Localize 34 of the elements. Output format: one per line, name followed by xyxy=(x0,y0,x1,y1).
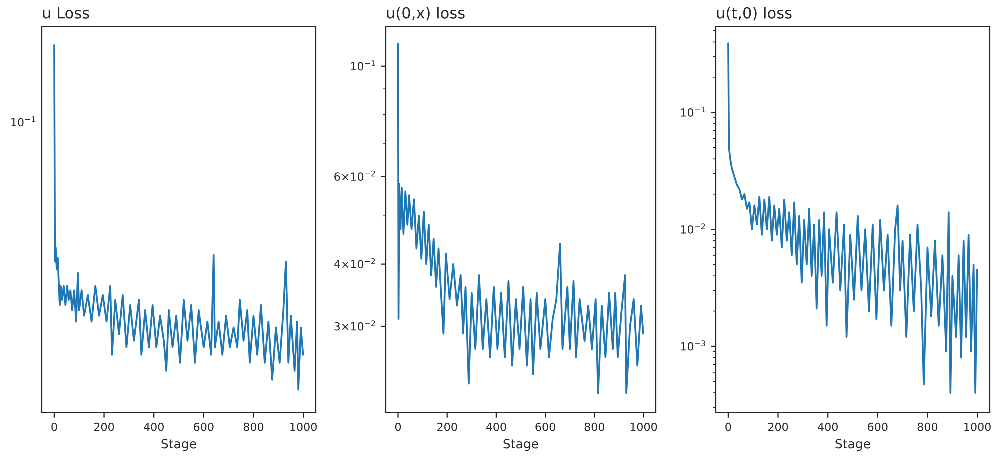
x-axis-title: Stage xyxy=(162,439,196,452)
x-axis-title: Stage xyxy=(504,439,538,452)
x-tick-label: 1000 xyxy=(630,422,658,432)
y-tick-label: 10$^{−1}$ xyxy=(351,60,376,71)
x-tick-label: 1000 xyxy=(290,422,317,432)
x-tick-label: 0 xyxy=(52,422,58,432)
y-tick-label: 4×10$^{−2}$ xyxy=(334,258,376,269)
x-tick-label: 600 xyxy=(536,422,556,432)
x-tick-label: 200 xyxy=(94,422,114,432)
y-tick-label: 6×10$^{−2}$ xyxy=(334,170,376,182)
x-axis-title: Stage xyxy=(836,439,870,452)
x-tick-label: 0 xyxy=(726,422,732,432)
x-tick-label: 600 xyxy=(868,422,888,432)
x-tick-label: 400 xyxy=(818,422,838,432)
y-tick-label: 3×10$^{−2}$ xyxy=(334,320,376,331)
x-tick-label: 800 xyxy=(244,422,264,432)
y-tick-label: 10$^{−2}$ xyxy=(681,224,706,234)
y-tick-label: 10$^{−1}$ xyxy=(681,106,706,117)
x-tick-label: 400 xyxy=(144,422,164,432)
chart-title: u(t,0) loss xyxy=(717,7,792,21)
x-tick-label: 800 xyxy=(918,422,938,432)
x-tick-label: 200 xyxy=(438,422,458,432)
x-tick-label: 400 xyxy=(486,422,506,432)
line-series xyxy=(728,42,978,394)
y-tick-label: 10$^{−3}$ xyxy=(681,340,706,351)
x-tick-label: 600 xyxy=(194,422,214,432)
chart-title: u(0,x) loss xyxy=(387,7,465,21)
line-series xyxy=(397,42,644,394)
x-tick-label: 200 xyxy=(768,422,788,432)
x-tick-label: 0 xyxy=(395,422,402,432)
text: 10$^{−1}$ xyxy=(12,116,36,127)
chart-title: u Loss xyxy=(43,8,90,19)
x-tick-label: 800 xyxy=(584,422,604,432)
x-tick-label: 1000 xyxy=(964,422,991,432)
